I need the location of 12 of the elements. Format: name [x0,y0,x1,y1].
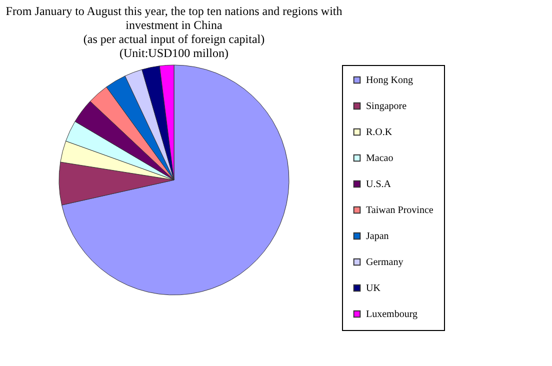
legend-label: Luxembourg [366,309,418,320]
legend-label: Germany [366,257,404,268]
pie-slice [62,64,290,296]
legend-label: Taiwan Province [366,205,434,216]
chart-title: From January to August this year, the top ten nations and regions with investment in China (as per actual input of foreign capital) (Unit:USD100 millon) [6,4,342,60]
legend-label: Hong Kong [366,75,413,86]
legend-label: R.O.K [366,127,393,138]
legend-label: Japan [366,231,389,242]
legend-label: U.S.A [366,179,392,190]
legend-label: Singapore [366,101,408,112]
legend-label: Macao [366,153,394,164]
legend-label: UK [366,283,382,294]
